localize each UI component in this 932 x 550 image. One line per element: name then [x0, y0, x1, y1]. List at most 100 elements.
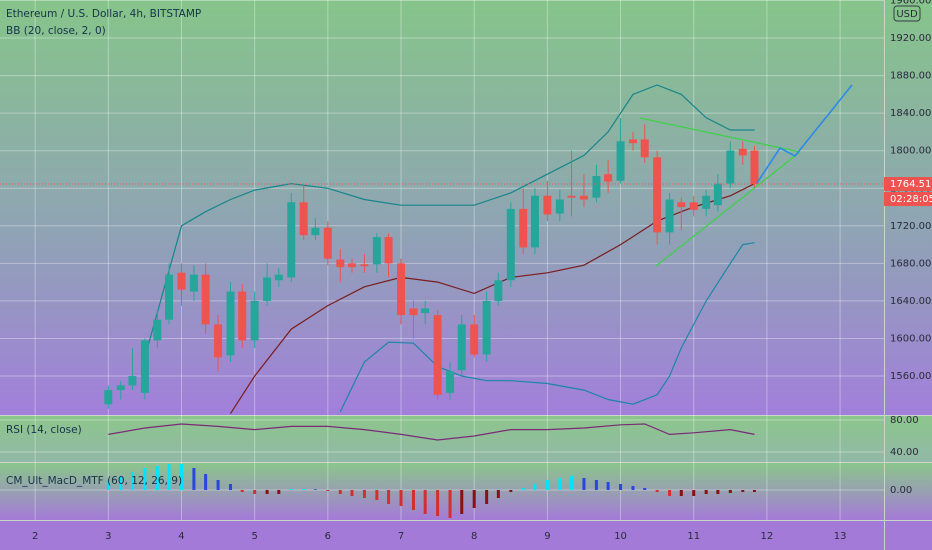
histogram-bar	[411, 490, 415, 510]
histogram-bar	[167, 464, 171, 490]
price-tag	[884, 177, 932, 192]
candle-body	[311, 227, 320, 236]
candle-body	[640, 139, 649, 158]
currency-box[interactable]	[893, 5, 921, 22]
candle-body	[592, 176, 601, 198]
histogram-bar	[229, 484, 233, 490]
candle-body	[336, 259, 345, 268]
currency: USD	[896, 9, 918, 20]
histogram-bar	[436, 490, 440, 516]
candle-body	[446, 371, 455, 393]
histogram-bar	[472, 490, 476, 508]
histogram-bar	[265, 490, 269, 494]
candle-body	[153, 319, 162, 341]
candle-body	[263, 277, 272, 301]
candle-body	[360, 264, 369, 267]
histogram-bar	[130, 472, 134, 490]
x-tick-label: 2	[32, 531, 38, 542]
y-tick-label: 80.00	[890, 415, 919, 426]
countdown: 02:28:05	[890, 194, 932, 205]
histogram-bar	[350, 490, 354, 496]
histogram-bar	[752, 490, 756, 492]
x-tick-label: 7	[398, 531, 404, 542]
histogram-bar	[704, 490, 708, 494]
x-tick-label: 5	[251, 531, 257, 542]
countdown-tag	[884, 192, 932, 207]
histogram-bar	[570, 476, 574, 490]
histogram-bar	[741, 490, 745, 492]
candle-body	[713, 183, 722, 206]
candle-body	[140, 340, 149, 393]
candle-body	[104, 390, 113, 405]
candle-body	[116, 385, 125, 391]
histogram-bar	[582, 478, 586, 490]
histogram-bar	[692, 490, 696, 496]
projection-line	[756, 84, 853, 184]
histogram-bar	[716, 490, 720, 494]
candle-body	[738, 148, 747, 156]
histogram-bar	[679, 490, 683, 496]
candle-body	[653, 157, 662, 233]
histogram-bar	[496, 490, 500, 498]
histogram-bar	[289, 489, 293, 490]
histogram-bar	[521, 488, 525, 490]
histogram-bar	[533, 484, 537, 490]
candle-body	[470, 324, 479, 355]
histogram-bar	[204, 474, 208, 490]
candle-body	[409, 308, 418, 316]
histogram-bar	[362, 490, 366, 498]
histogram-bar	[631, 486, 635, 490]
last-price: 1764.51	[890, 179, 931, 190]
histogram-bar	[216, 480, 220, 490]
histogram-bar	[313, 489, 317, 490]
candle-body	[372, 237, 381, 265]
histogram-bar	[460, 490, 464, 514]
y-tick-label: 40.00	[890, 447, 919, 458]
histogram-bar	[448, 490, 452, 518]
candle-body	[299, 202, 308, 236]
histogram-bar	[326, 490, 330, 491]
chart-title: Ethereum / U.S. Dollar, 4h, BITSTAMP	[6, 8, 201, 20]
histogram-bar	[240, 490, 244, 492]
candle-body	[628, 139, 637, 144]
candle-body	[543, 195, 552, 215]
trend-line	[639, 117, 801, 153]
histogram-bar	[155, 466, 159, 490]
histogram-bar	[143, 468, 147, 490]
histogram-bar	[253, 490, 257, 494]
histogram-bar	[728, 490, 732, 493]
candle-body	[750, 150, 759, 185]
candle-body	[616, 141, 625, 181]
candle-body	[421, 308, 430, 314]
candle-body	[482, 300, 491, 355]
histogram-bar	[619, 484, 623, 490]
histogram-bar	[192, 468, 196, 490]
candle-body	[384, 237, 393, 264]
y-tick-label: 1680.00	[890, 258, 931, 269]
macd-pane	[0, 463, 932, 520]
candle-body	[457, 324, 466, 371]
x-tick-label: 13	[834, 531, 847, 542]
histogram-bar	[387, 490, 391, 504]
histogram-bar	[485, 490, 489, 504]
candle-body	[347, 263, 356, 268]
y-tick-label: 1640.00	[890, 296, 931, 307]
candle-body	[665, 199, 674, 233]
candle-body	[238, 291, 247, 341]
candle-body	[689, 202, 698, 210]
candle-body	[226, 291, 235, 356]
histogram-bar	[423, 490, 427, 514]
x-tick-label: 3	[105, 531, 111, 542]
candle-body	[177, 272, 186, 290]
x-tick-label: 6	[325, 531, 331, 542]
candle-body	[287, 202, 296, 278]
histogram-bar	[302, 489, 306, 490]
indicator-label: RSI (14, close)	[6, 424, 82, 436]
candle-body	[555, 199, 564, 214]
line	[339, 242, 755, 412]
candle-body	[323, 227, 332, 259]
histogram-bar	[338, 490, 342, 494]
histogram-bar	[179, 464, 183, 490]
line	[144, 84, 755, 358]
